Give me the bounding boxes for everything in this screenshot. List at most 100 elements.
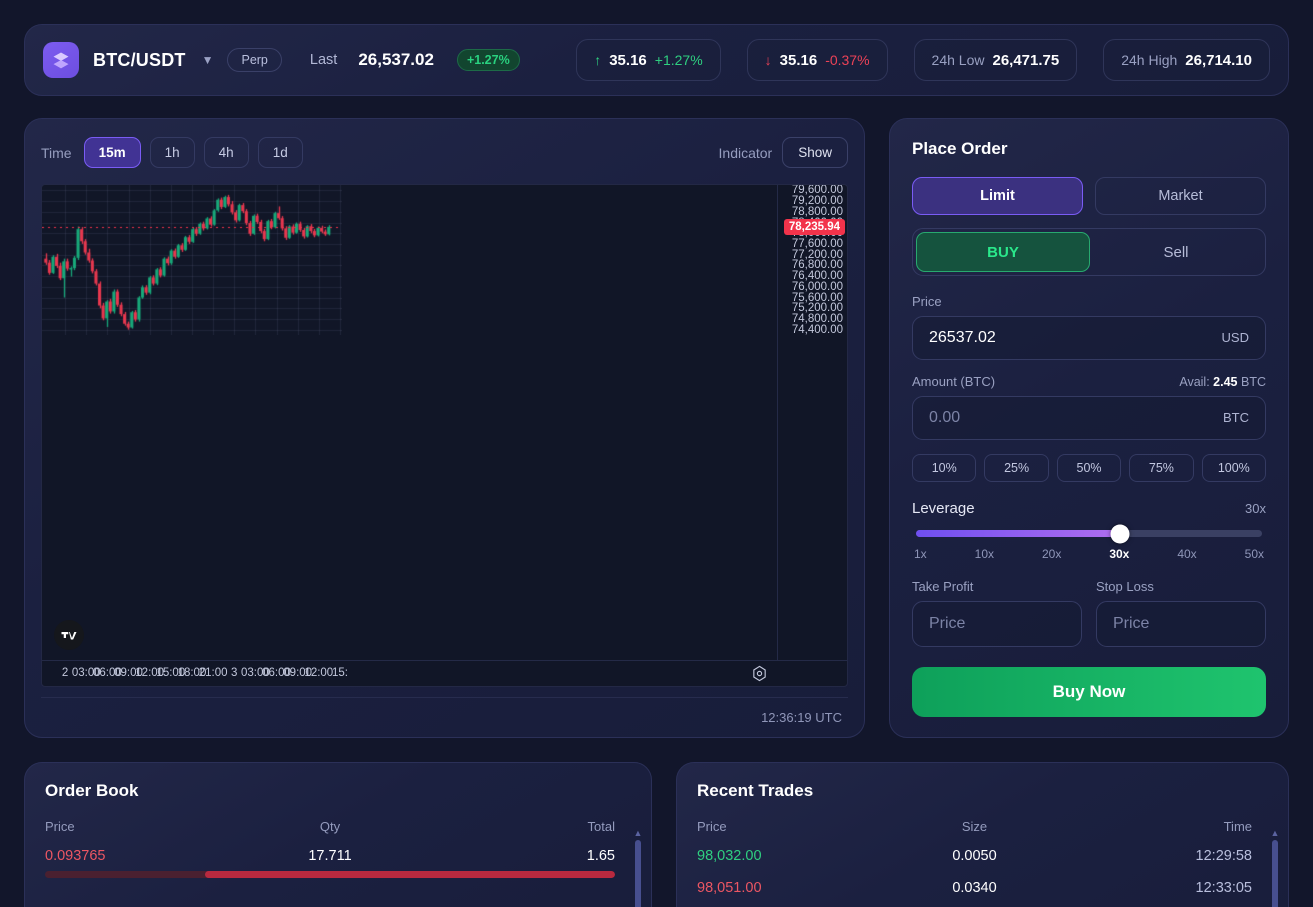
order-type-limit[interactable]: Limit (912, 177, 1083, 215)
y-axis-tick: 77,200.00 (791, 248, 843, 261)
price-input-value: 26537.02 (929, 328, 996, 346)
table-row[interactable]: 0.093765 17.711 1.65 (45, 848, 631, 878)
available-balance: Avail: 2.45 BTC (1179, 375, 1266, 389)
leverage-tick-10x[interactable]: 10x (974, 547, 995, 562)
leverage-tick-30x[interactable]: 30x (1109, 547, 1130, 562)
order-book-scrollbar[interactable]: ▲ (633, 829, 643, 907)
order-book-col-qty: Qty (319, 819, 341, 834)
last-price-label: Last (309, 52, 338, 68)
scroll-up-icon[interactable]: ▲ (1270, 828, 1280, 838)
chart-footer: 12:36:19 UTC (41, 697, 848, 725)
pair-name[interactable]: BTC/USDT (93, 49, 186, 70)
order-side-buy[interactable]: BUY (916, 232, 1090, 272)
percent-100[interactable]: 100% (1201, 453, 1267, 482)
price-input[interactable]: 26537.02 USD (912, 316, 1266, 360)
chevron-down-icon[interactable]: ▼ (201, 53, 214, 67)
take-profit-input[interactable]: Price (912, 601, 1082, 648)
tp-sl-row: Take Profit Price Stop Loss Price (912, 579, 1266, 648)
x-axis-tick: 06:00 (93, 667, 122, 679)
avail-value: 2.45 (1213, 374, 1238, 389)
y-axis-tick: 79,200.00 (791, 195, 843, 208)
timeframe-1d[interactable]: 1d (257, 137, 303, 168)
order-book-total: 1.65 (586, 848, 615, 864)
leverage-tick-40x[interactable]: 40x (1177, 547, 1197, 562)
order-side-toggle: BUY Sell (912, 228, 1266, 276)
trade-size: 0.0050 (952, 848, 997, 864)
y-axis-tick: 76,800.00 (791, 259, 843, 272)
amount-input[interactable]: 0.00 BTC (912, 395, 1266, 440)
leverage-slider[interactable] (916, 524, 1262, 544)
percent-10[interactable]: 10% (912, 453, 977, 482)
timeframe-4h[interactable]: 4h (203, 137, 249, 168)
buy-now-button[interactable]: Buy Now (912, 667, 1266, 718)
trades-col-size: Size (961, 819, 988, 834)
leverage-header: Leverage 30x (912, 500, 1266, 517)
order-book-col-price: Price (45, 819, 75, 834)
stop-loss-group: Stop Loss Price (1096, 579, 1266, 648)
scroll-up-icon[interactable]: ▲ (633, 828, 643, 838)
trades-col-time: Time (1223, 819, 1252, 834)
stat-chip-up: ↑ 35.16 +1.27% (576, 39, 721, 81)
percent-25[interactable]: 25% (984, 453, 1049, 482)
chart-panel: Time 15m 1h 4h 1d Indicator Show 79,600.… (24, 118, 865, 738)
avail-unit: BTC (1241, 374, 1266, 389)
trade-price: 98,051.00 (697, 880, 762, 896)
candlestick-chart[interactable]: 79,600.0079,200.0078,800.0078,400.0078,0… (41, 184, 848, 687)
avail-prefix: Avail: (1179, 374, 1210, 389)
indicator-show-button[interactable]: Show (782, 137, 848, 168)
amount-percent-buttons: 10% 25% 50% 75% 100% (912, 453, 1267, 482)
order-book-columns: Price Qty Total (45, 819, 631, 834)
leverage-label: Leverage (912, 499, 975, 517)
leverage-tick-20x[interactable]: 20x (1041, 547, 1062, 562)
contract-type-badge: Perp (227, 48, 282, 72)
chart-x-axis: 2 03:00 06:00 09:00 12:00 15:00 18:00 21:00 3 03:… (42, 660, 847, 686)
chart-toolbar: Time 15m 1h 4h 1d Indicator Show (41, 137, 848, 168)
price-label: Price (912, 294, 942, 309)
price-unit: USD (1221, 330, 1249, 346)
take-profit-label: Take Profit (912, 579, 974, 595)
place-order-panel: Place Order Limit Market BUY Sell Price … (889, 118, 1289, 738)
percent-50[interactable]: 50% (1056, 453, 1122, 482)
x-axis-tick: 03:00 (71, 667, 101, 679)
y-axis-tick: 77,600.00 (791, 237, 843, 250)
leverage-tick-50x[interactable]: 50x (1244, 547, 1264, 562)
scrollbar-thumb[interactable] (635, 840, 641, 907)
timeframe-15m[interactable]: 15m (83, 137, 141, 168)
chart-y-axis: 79,600.0079,200.0078,800.0078,400.0078,0… (777, 185, 847, 660)
y-axis-tick: 78,800.00 (791, 205, 843, 218)
x-axis-tick: 21:00 (198, 667, 228, 679)
y-axis-tick: 76,400.00 (791, 270, 843, 283)
stop-loss-input[interactable]: Price (1096, 601, 1266, 648)
order-book-panel: Order Book Price Qty Total 0.093765 17.7… (24, 762, 652, 907)
y-axis-tick: 75,200.00 (791, 302, 843, 315)
x-axis-tick: 12:00 (304, 667, 334, 679)
leverage-tick-1x[interactable]: 1x (914, 547, 927, 562)
chart-settings-icon[interactable] (750, 664, 769, 683)
percent-75[interactable]: 75% (1129, 453, 1194, 482)
list-item[interactable]: 98,051.00 0.0340 12:33:05 (697, 880, 1268, 896)
x-axis-tick: 09:00 (283, 667, 313, 679)
order-book-qty: 17.711 (308, 848, 352, 864)
last-change-badge: +1.27% (456, 49, 520, 71)
list-item[interactable]: 98,032.00 0.0050 12:29:58 (697, 848, 1268, 864)
order-type-tabs: Limit Market (912, 177, 1266, 215)
y-axis-tick: 76,000.00 (791, 280, 843, 293)
trade-time: 12:33:05 (1195, 880, 1252, 896)
leverage-ticks: 1x 10x 20x 30x 40x 50x (912, 547, 1266, 561)
stat-down-change: -0.37% (825, 52, 870, 68)
order-side-sell[interactable]: Sell (1163, 243, 1189, 261)
trade-time: 12:29:58 (1195, 848, 1252, 864)
chart-plot-canvas[interactable] (42, 185, 342, 335)
recent-trades-title: Recent Trades (697, 781, 814, 800)
indicator-label: Indicator (718, 144, 773, 161)
stat-up-change: +1.27% (654, 52, 703, 68)
current-price-tag: 78,235.94 (783, 218, 845, 235)
order-type-market[interactable]: Market (1095, 177, 1266, 215)
high-label: 24h High (1121, 52, 1178, 68)
timeframe-1h[interactable]: 1h (149, 137, 195, 168)
stat-down-value: 35.16 (779, 51, 818, 69)
trade-size: 0.0340 (952, 880, 997, 896)
leverage-slider-thumb[interactable] (1110, 524, 1130, 544)
recent-trades-scrollbar[interactable]: ▲ (1270, 829, 1280, 907)
scrollbar-thumb[interactable] (1272, 840, 1278, 907)
